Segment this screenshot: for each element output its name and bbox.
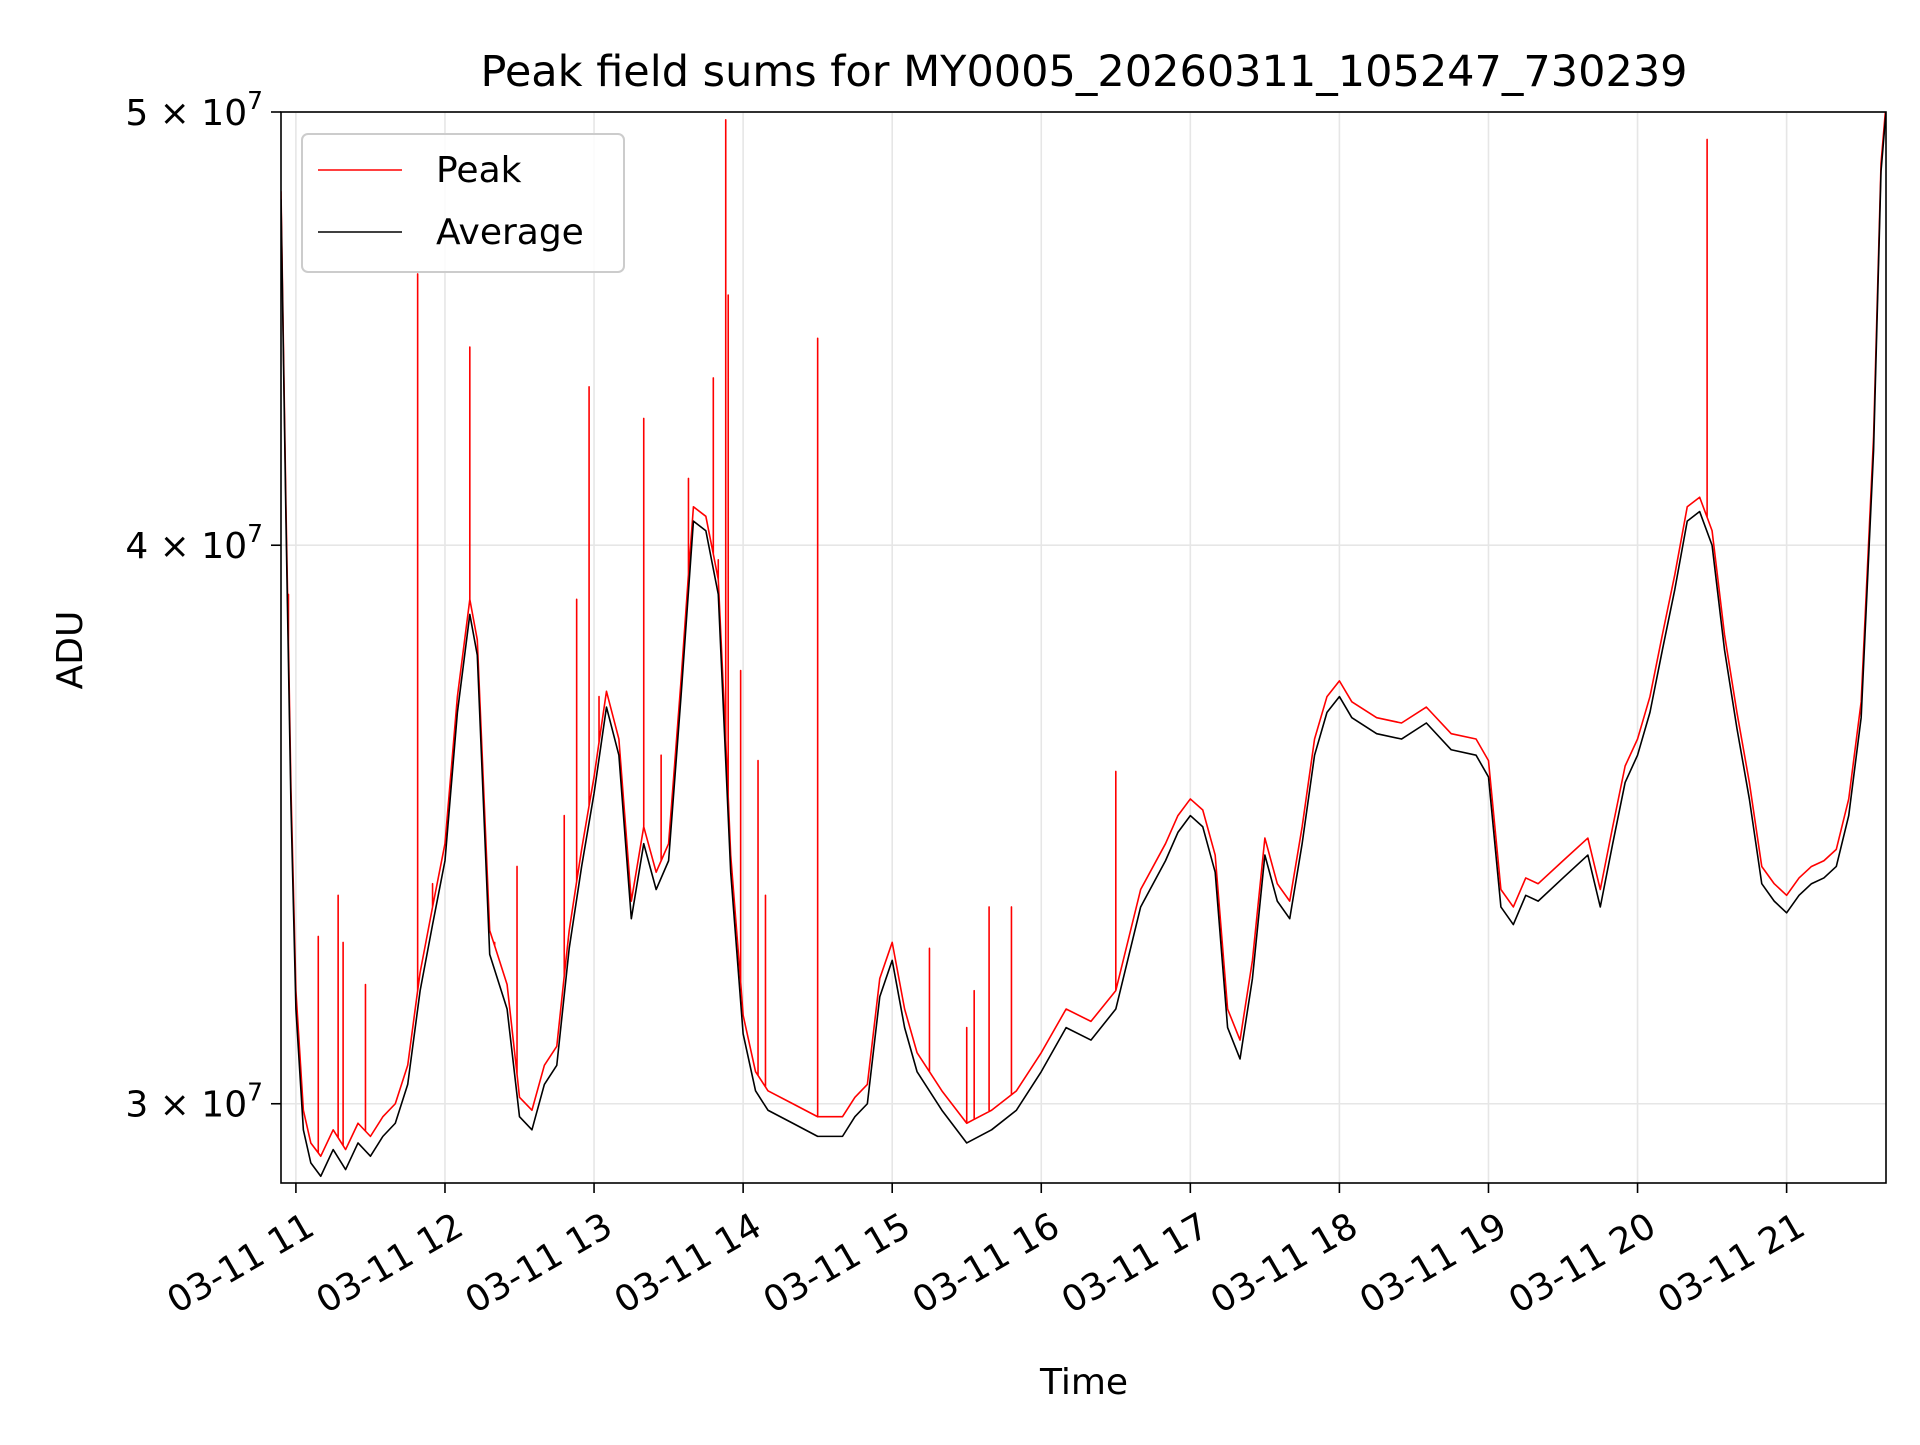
y-tick-label: 3 × 107: [125, 1078, 263, 1126]
legend-label-average: Average: [436, 212, 584, 253]
y-tick-exponent: 7: [247, 86, 263, 115]
y-tick-mantissa: 5 × 10: [125, 93, 247, 134]
y-tick-mantissa: 4 × 10: [125, 526, 247, 567]
series-layer: [281, 112, 1886, 1178]
y-tick-exponent: 7: [247, 519, 263, 548]
series-line-peak: [281, 112, 1886, 1158]
legend-label-peak: Peak: [436, 150, 522, 191]
y-tick-mantissa: 3 × 10: [125, 1085, 247, 1126]
chart-title: Peak field sums for MY0005_20260311_1052…: [480, 47, 1687, 97]
legend-box: [301, 133, 625, 273]
plot-frame: [280, 111, 1887, 1184]
series-line-average: [281, 112, 1886, 1178]
legend: Peak Average: [301, 133, 625, 273]
y-axis-label: ADU: [50, 611, 91, 690]
y-tick-label: 5 × 107: [125, 86, 263, 134]
y-tick-exponent: 7: [247, 1078, 263, 1107]
x-axis-label: Time: [1039, 1362, 1128, 1403]
y-tick-label: 4 × 107: [125, 519, 263, 567]
